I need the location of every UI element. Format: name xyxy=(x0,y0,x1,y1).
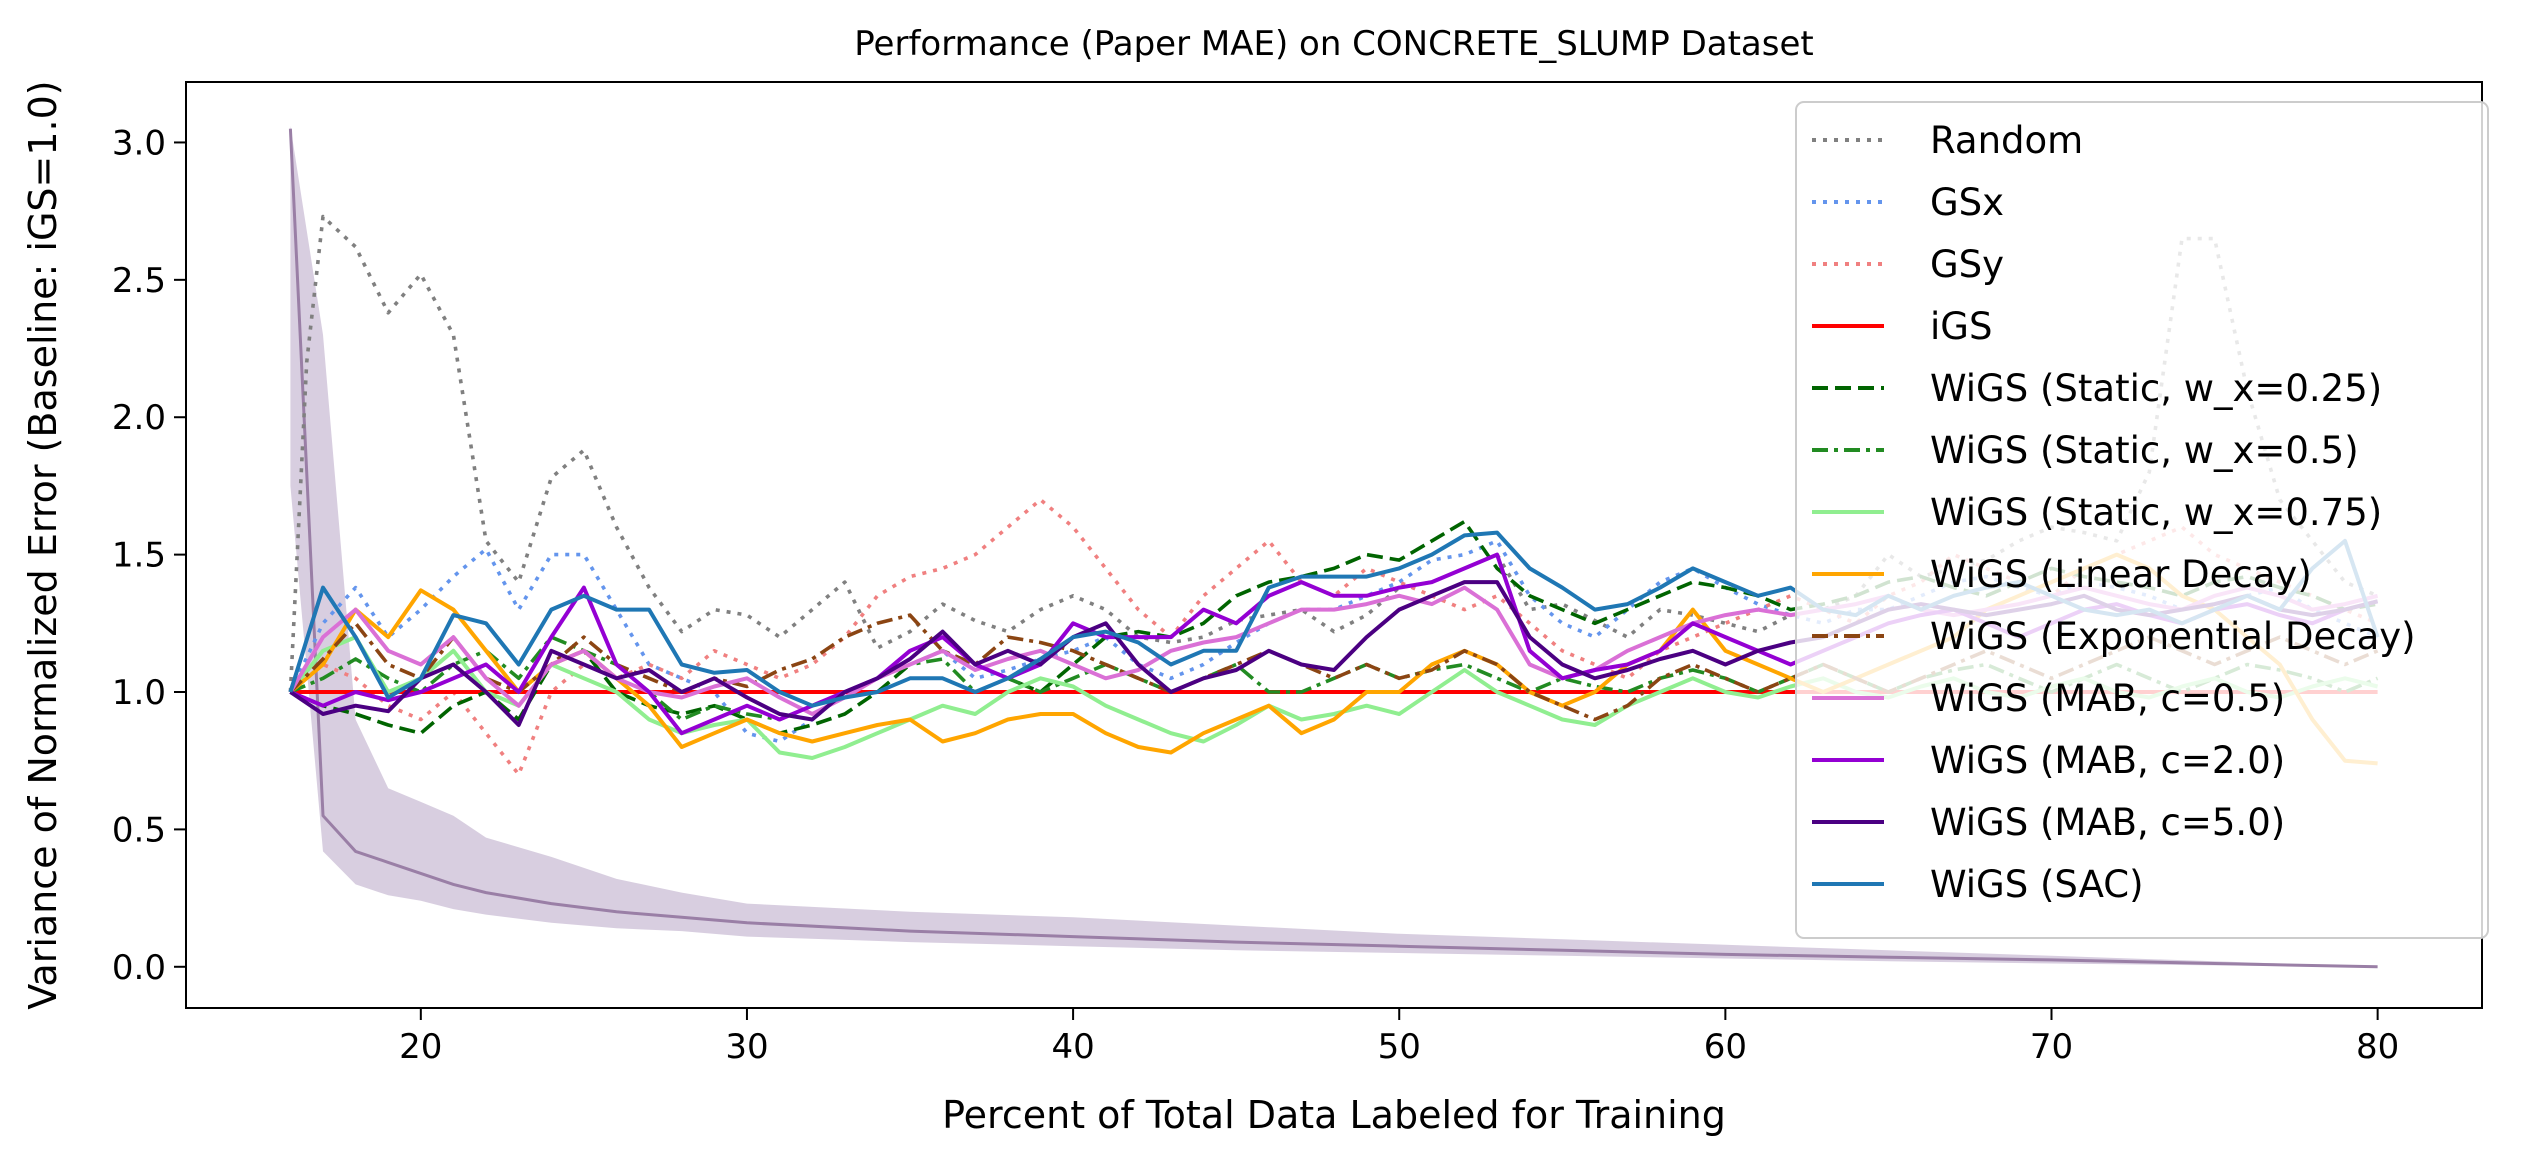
chart-title: Performance (Paper MAE) on CONCRETE_SLUM… xyxy=(854,24,1813,64)
x-tick-label-6: 80 xyxy=(2356,1027,2399,1067)
legend-label-8: WiGS (Exponential Decay) xyxy=(1930,615,2416,658)
y-tick-label-4: 2.0 xyxy=(112,398,166,438)
legend-label-5: WiGS (Static, w_x=0.5) xyxy=(1930,429,2359,472)
x-tick-label-0: 20 xyxy=(399,1027,442,1067)
legend-label-4: WiGS (Static, w_x=0.25) xyxy=(1930,367,2382,410)
legend-label-3: iGS xyxy=(1930,305,1992,348)
legend-label-2: GSy xyxy=(1930,243,2004,286)
variance-band-layer xyxy=(288,126,2378,969)
x-tick-label-3: 50 xyxy=(1378,1027,1421,1067)
y-tick-label-3: 1.5 xyxy=(112,536,166,576)
variance-band-area xyxy=(290,126,2378,967)
x-tick-label-1: 30 xyxy=(725,1027,768,1067)
legend-label-11: WiGS (MAB, c=5.0) xyxy=(1930,801,2285,844)
y-tick-label-1: 0.5 xyxy=(112,810,166,850)
variance-band-mean-line xyxy=(288,128,2378,969)
x-axis: 20 30 40 50 60 70 80 xyxy=(399,1008,2399,1067)
x-tick-label-5: 70 xyxy=(2030,1027,2073,1067)
y-axis: 0.0 0.5 1.0 1.5 2.0 2.5 3.0 xyxy=(112,123,186,988)
y-tick-label-0: 0.0 xyxy=(112,948,166,988)
y-tick-label-6: 3.0 xyxy=(112,123,166,163)
legend: Random GSx GSy iGS WiGS (Static, w_x=0.25) Wi… xyxy=(1795,101,2489,939)
y-axis-label: Variance of Normalized Error (Baseline: … xyxy=(21,80,65,1009)
legend-label-10: WiGS (MAB, c=2.0) xyxy=(1930,739,2285,782)
legend-label-9: WiGS (MAB, c=0.5) xyxy=(1930,677,2285,720)
y-tick-label-2: 1.0 xyxy=(112,673,166,713)
legend-label-1: GSx xyxy=(1930,181,2004,224)
legend-label-7: WiGS (Linear Decay) xyxy=(1930,553,2312,596)
x-axis-label: Percent of Total Data Labeled for Traini… xyxy=(942,1093,1726,1137)
x-tick-label-2: 40 xyxy=(1051,1027,1094,1067)
y-tick-label-5: 2.5 xyxy=(112,261,166,301)
legend-box xyxy=(1795,101,2489,939)
legend-label-12: WiGS (SAC) xyxy=(1930,863,2144,906)
legend-label-6: WiGS (Static, w_x=0.75) xyxy=(1930,491,2382,534)
x-tick-label-4: 60 xyxy=(1704,1027,1747,1067)
legend-label-0: Random xyxy=(1930,119,2083,162)
